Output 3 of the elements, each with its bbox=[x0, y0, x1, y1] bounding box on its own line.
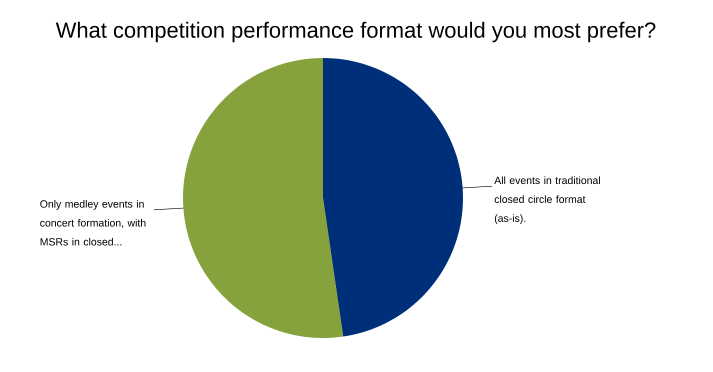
chart-title: What competition performance format would you most prefer? bbox=[56, 22, 656, 42]
slice-label: All events in traditional closed circle format (as-is). bbox=[494, 176, 600, 224]
slice-label: Only medley events in concert formation, with MSRs in closed... bbox=[40, 200, 146, 246]
